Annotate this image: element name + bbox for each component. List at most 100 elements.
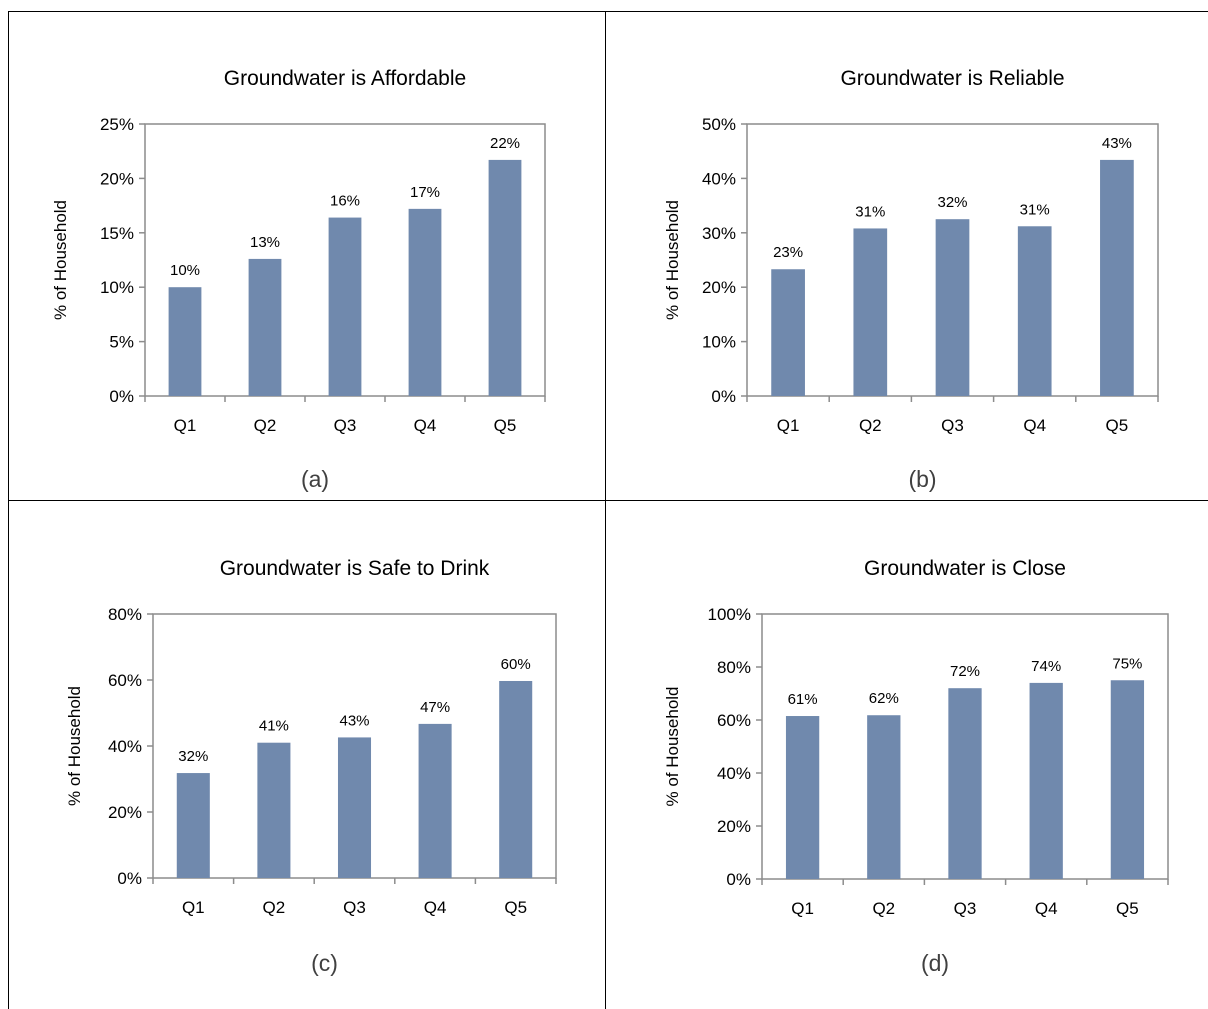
x-tick-label: Q2: [872, 899, 895, 918]
chart-title: Groundwater is Safe to Drink: [220, 557, 490, 580]
y-tick-label: 15%: [100, 224, 134, 243]
data-label: 62%: [869, 690, 899, 707]
y-tick-label: 80%: [717, 658, 751, 677]
x-tick-label: Q3: [343, 898, 366, 917]
y-tick-label: 0%: [117, 869, 142, 888]
y-tick-label: 5%: [109, 333, 134, 352]
data-label: 72%: [950, 663, 980, 680]
chart-c: Groundwater is Safe to Drink 0% 20% 40% 60% 8…: [65, 557, 557, 976]
data-label: 32%: [178, 748, 208, 765]
y-tick-label: 0%: [109, 387, 134, 406]
x-tick-label: Q2: [254, 416, 277, 435]
x-tick-label: Q4: [1023, 416, 1046, 435]
chart-b: Groundwater is Reliable 0% 10% 20% 30% 40% 50%…: [663, 67, 1159, 492]
bar-q3: [935, 219, 970, 396]
bar-q2: [853, 228, 888, 396]
y-tick-label: 20%: [702, 278, 736, 297]
data-label: 43%: [339, 712, 369, 729]
x-tick-label: Q5: [1106, 416, 1129, 435]
y-tick-label: 60%: [717, 711, 751, 730]
y-tick-label: 40%: [702, 169, 736, 188]
chart-d: Groundwater is Close 0% 20% 40% 60% 80% 100% % …: [663, 557, 1169, 976]
data-label: 31%: [855, 203, 885, 220]
bar-q2: [248, 258, 282, 396]
panel-caption: (d): [921, 950, 949, 976]
panel-caption: (c): [311, 950, 338, 976]
y-tick-label: 30%: [702, 224, 736, 243]
vertical-divider: [605, 11, 606, 1009]
x-tick-label: Q1: [791, 899, 814, 918]
horizontal-divider: [8, 500, 1208, 501]
panel-b: Groundwater is Reliable 0% 10% 20% 30% 40% 50%…: [606, 12, 1203, 501]
x-tick-label: Q5: [504, 898, 527, 917]
y-axis-title: % of Household: [65, 686, 84, 806]
y-tick-label: 25%: [100, 115, 134, 134]
x-tick-label: Q5: [494, 416, 517, 435]
panel-d: Groundwater is Close 0% 20% 40% 60% 80% 100% % …: [606, 501, 1203, 990]
y-axis-title: % of Household: [663, 200, 682, 320]
bar-q4: [1017, 226, 1052, 396]
y-tick-label: 10%: [100, 278, 134, 297]
bar-q5: [1100, 159, 1134, 396]
bar-q2: [257, 742, 291, 878]
y-tick-label: 40%: [108, 737, 142, 756]
x-tick-label: Q1: [174, 416, 197, 435]
y-tick-label: 40%: [717, 764, 751, 783]
bar-q5: [499, 680, 533, 878]
y-axis-title: % of Household: [663, 686, 682, 806]
y-tick-label: 50%: [702, 115, 736, 134]
chart-title: Groundwater is Reliable: [840, 67, 1064, 90]
x-tick-label: Q5: [1116, 899, 1139, 918]
y-tick-label: 0%: [711, 387, 736, 406]
bar-q3: [328, 217, 362, 396]
x-tick-label: Q1: [777, 416, 800, 435]
panel-a: Groundwater is Affordable 0% 5% 10% 15% 20% 25…: [8, 12, 605, 501]
data-label: 47%: [420, 699, 450, 716]
data-label: 32%: [937, 194, 967, 211]
data-label: 22%: [490, 135, 520, 152]
data-label: 31%: [1020, 201, 1050, 218]
bar-q3: [948, 688, 982, 879]
bar-q4: [1029, 682, 1063, 879]
panel-caption: (a): [301, 466, 329, 492]
bar-q3: [337, 737, 372, 878]
data-label: 17%: [410, 184, 440, 201]
y-tick-label: 20%: [717, 817, 751, 836]
y-axis-title: % of Household: [51, 200, 70, 320]
x-tick-label: Q1: [182, 898, 205, 917]
x-tick-label: Q4: [414, 416, 437, 435]
bar-q1: [176, 773, 210, 878]
data-label: 43%: [1102, 135, 1132, 152]
x-tick-label: Q2: [263, 898, 286, 917]
chart-a: Groundwater is Affordable 0% 5% 10% 15% 20% 25…: [51, 67, 546, 492]
x-tick-label: Q2: [859, 416, 882, 435]
data-label: 41%: [259, 718, 289, 735]
data-label: 16%: [330, 193, 360, 210]
bar-q1: [785, 716, 820, 879]
chart-title: Groundwater is Affordable: [224, 67, 466, 90]
x-tick-label: Q3: [941, 416, 964, 435]
y-tick-label: 0%: [726, 870, 751, 889]
bar-q1: [168, 287, 202, 396]
bar-q4: [418, 723, 452, 878]
x-tick-label: Q3: [334, 416, 357, 435]
bar-q5: [488, 159, 522, 396]
panel-caption: (b): [908, 466, 936, 492]
x-tick-label: Q4: [1035, 899, 1058, 918]
data-label: 74%: [1031, 658, 1061, 675]
data-label: 23%: [773, 244, 803, 261]
bar-q4: [408, 208, 442, 396]
data-label: 61%: [788, 691, 818, 708]
y-tick-label: 10%: [702, 333, 736, 352]
y-tick-label: 20%: [108, 803, 142, 822]
y-tick-label: 20%: [100, 169, 134, 188]
data-label: 75%: [1112, 655, 1142, 672]
y-tick-label: 100%: [708, 605, 751, 624]
bar-q1: [771, 269, 805, 396]
chart-title: Groundwater is Close: [864, 557, 1066, 580]
x-tick-label: Q4: [424, 898, 447, 917]
y-tick-label: 80%: [108, 605, 142, 624]
x-tick-label: Q3: [954, 899, 977, 918]
data-label: 10%: [170, 262, 200, 279]
bar-q5: [1110, 680, 1145, 879]
